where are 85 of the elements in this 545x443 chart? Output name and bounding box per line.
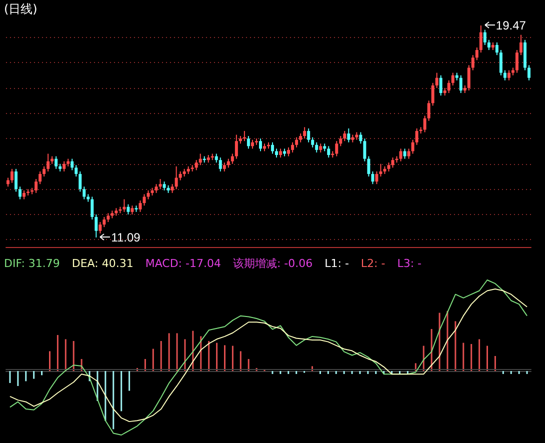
- candlestick: [78, 170, 82, 192]
- text: 该期增减: -0.06: [232, 257, 313, 270]
- candlestick: [142, 194, 146, 206]
- candlestick: [74, 164, 78, 177]
- candlestick: [487, 39, 490, 51]
- candlestick: [42, 166, 46, 177]
- candlestick: [234, 134, 238, 160]
- candlestick: [343, 130, 346, 142]
- annotation: 19.47: [496, 18, 526, 32]
- candlestick: [447, 80, 450, 94]
- candlestick: [94, 214, 98, 238]
- candlestick: [46, 153, 50, 172]
- text: MACD: -17.04: [145, 257, 221, 270]
- text: L3: -: [397, 257, 422, 270]
- candlestick: [126, 204, 130, 215]
- candlestick: [459, 74, 462, 94]
- candlestick: [62, 160, 66, 172]
- candlestick: [307, 128, 310, 143]
- candlestick: [258, 138, 262, 152]
- candlestick: [303, 126, 306, 140]
- candlestick: [34, 178, 38, 194]
- candlestick: [479, 24, 482, 54]
- candlestick: [403, 148, 406, 160]
- candlestick: [82, 186, 86, 200]
- candlestick: [427, 100, 430, 122]
- candlestick: [291, 142, 294, 153]
- candlestick: [503, 70, 506, 81]
- candlestick: [435, 72, 438, 88]
- candlestick: [102, 216, 106, 228]
- candlestick: [475, 46, 478, 61]
- candlestick: [495, 42, 498, 56]
- candlestick: [507, 70, 510, 81]
- candlestick: [415, 128, 418, 146]
- candlestick: [174, 166, 178, 190]
- candlestick: [391, 157, 394, 168]
- candlestick: [431, 82, 434, 106]
- candlestick: [271, 142, 274, 154]
- candlestick: [483, 29, 486, 46]
- candlestick: [295, 136, 298, 148]
- annotation: 11.09: [111, 230, 141, 244]
- candlestick: [38, 170, 42, 185]
- candlestick: [158, 178, 162, 190]
- candlestick: [363, 138, 366, 162]
- text: DIF: 31.79: [4, 257, 60, 270]
- text: L1: -: [324, 257, 349, 270]
- candlestick: [198, 153, 202, 166]
- candlestick: [14, 168, 18, 192]
- candlestick: [359, 132, 362, 144]
- candlestick: [379, 163, 382, 177]
- candlestick: [70, 158, 74, 171]
- candlestick: [246, 136, 250, 150]
- candlestick: [230, 153, 234, 164]
- candlestick: [335, 140, 338, 157]
- candlestick: [515, 50, 518, 74]
- candlestick: [218, 157, 222, 172]
- candlestick: [311, 136, 314, 148]
- candlestick: [375, 170, 378, 185]
- candlestick: [18, 186, 22, 200]
- candlestick: [411, 139, 414, 154]
- candlestick: [519, 34, 522, 56]
- candlestick: [451, 72, 454, 86]
- candlestick: [527, 64, 530, 81]
- candlestick: [122, 198, 126, 212]
- chart-title: (日线): [4, 2, 38, 16]
- candlestick: [471, 54, 474, 71]
- candlestick: [467, 64, 470, 91]
- candlestick: [407, 148, 410, 160]
- candlestick: [194, 160, 198, 171]
- candlestick: [439, 74, 442, 96]
- candlestick: [54, 156, 58, 170]
- candlestick: [98, 222, 102, 234]
- candlestick: [327, 146, 330, 158]
- candlestick: [499, 50, 502, 76]
- candlestick: [371, 170, 374, 185]
- candlestick: [347, 128, 350, 143]
- text: DEA: 40.31: [72, 257, 134, 270]
- candlestick: [315, 142, 318, 153]
- candlestick: [423, 115, 426, 133]
- candlestick: [367, 156, 370, 177]
- candlestick: [138, 200, 142, 212]
- candlestick: [399, 148, 402, 162]
- candlestick: [90, 196, 94, 220]
- candlestick: [339, 136, 342, 147]
- candlestick: [10, 168, 14, 184]
- text: L2: -: [360, 257, 386, 270]
